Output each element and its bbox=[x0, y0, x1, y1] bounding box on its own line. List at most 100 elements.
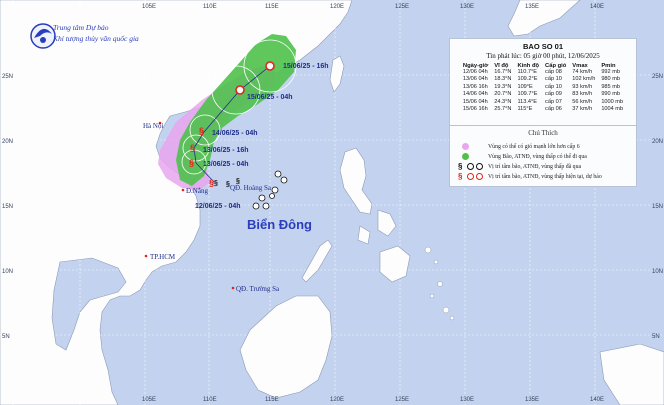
table-header-row: Ngày-giờ Vĩ độ Kinh độ Cấp gió Vmax Pmin bbox=[460, 63, 626, 69]
forecast-table: Ngày-giờ Vĩ độ Kinh độ Cấp gió Vmax Pmin… bbox=[460, 63, 626, 113]
table-cell: 13/06 16h bbox=[462, 83, 488, 90]
lat-label: 20N bbox=[652, 139, 663, 145]
lon-label: 130E bbox=[460, 397, 474, 403]
lat-label: 10N bbox=[652, 269, 663, 275]
col-header: Kinh độ bbox=[517, 63, 540, 69]
gulf-of-thailand bbox=[51, 257, 127, 351]
track-label: 15/06/25 - 04h bbox=[247, 94, 293, 101]
track-label: 14/06/25 - 04h bbox=[212, 130, 258, 137]
past-low-icon bbox=[252, 202, 260, 210]
table-cell: 115°E bbox=[517, 106, 533, 113]
legend-row: § Vị trí tâm bão, ATNĐ, vùng thấp đã qua bbox=[458, 162, 581, 171]
lon-label: 105E bbox=[142, 4, 156, 10]
legend-text: Vùng có thể có gió mạnh lớn hơn cấp 6 bbox=[488, 143, 580, 150]
col-header: Cấp gió bbox=[545, 63, 567, 69]
past-low-icon bbox=[258, 194, 266, 202]
table-cell: 16.7°N bbox=[494, 69, 512, 75]
table-cell: 19.3°N bbox=[494, 83, 512, 90]
table-cell: 109.2°E bbox=[517, 76, 538, 83]
table-row: 13/06 04h 18.3°N 109.2°E cấp 10 102 km/h 980 … bbox=[460, 76, 626, 83]
lon-label: 135E bbox=[525, 4, 539, 10]
track-label: 15/06/25 - 16h bbox=[283, 63, 329, 70]
mindanao-island bbox=[379, 245, 411, 283]
lon-label: 125E bbox=[395, 397, 409, 403]
lon-label: 130E bbox=[460, 4, 474, 10]
agency-name-line2: Khí tượng thủy văn quốc gia bbox=[52, 34, 139, 43]
table-cell: 985 mb bbox=[601, 83, 620, 90]
legend-text: Vùng Bão, ATNĐ, vùng thấp có thể đi qua bbox=[488, 153, 587, 160]
lat-label: 5N bbox=[2, 334, 10, 340]
table-cell: 83 km/h bbox=[572, 91, 593, 98]
past-low-icon bbox=[271, 186, 279, 194]
table-cell: cấp 10 bbox=[545, 83, 562, 90]
table-cell: 15/06 04h bbox=[462, 98, 488, 105]
bulletin-title: BAO SO 01 bbox=[522, 42, 563, 51]
table-cell: 990 mb bbox=[601, 91, 620, 98]
place-danang: Đ.Nẵng bbox=[186, 187, 208, 195]
legend-row: § Vị trí tâm bão, ATNĐ, vùng thấp hiện t… bbox=[458, 172, 602, 181]
truongsa-marker bbox=[231, 286, 235, 290]
forecast-storm-icon: § bbox=[199, 126, 204, 136]
table-cell: 1000 mb bbox=[601, 98, 624, 105]
place-truongsa: QĐ. Trường Sa bbox=[236, 285, 280, 293]
forecast-storm-icon: § bbox=[189, 158, 194, 168]
place-hcm: TP.HCM bbox=[150, 253, 176, 261]
forecast-low-icon bbox=[235, 85, 245, 95]
table-cell: 12/06 04h bbox=[462, 69, 488, 75]
lat-label: 15N bbox=[652, 204, 663, 210]
table-cell: 18.3°N bbox=[494, 76, 512, 83]
forecast-storm-icon: § bbox=[458, 172, 463, 181]
track-label: 13/06/25 - 04h bbox=[203, 161, 249, 168]
table-row: 13/06 16h 19.3°N 109°E cấp 10 93 km/h 985 mb bbox=[460, 84, 626, 91]
table-cell: 13/06 04h bbox=[462, 76, 488, 83]
cone-swatch bbox=[462, 153, 469, 160]
lon-label: 140E bbox=[590, 4, 604, 10]
table-cell: 37 km/h bbox=[572, 106, 593, 113]
col-header: Ngày-giờ bbox=[462, 63, 489, 69]
table-row: 15/06 16h 25.7°N 115°E cấp 06 37 km/h 1004 mb bbox=[460, 106, 626, 113]
past-low-icon bbox=[274, 170, 282, 178]
table-row: 15/06 04h 24.3°N 113.4°E cấp 07 56 km/h 1000 … bbox=[460, 99, 626, 106]
table-cell: 110.7°E bbox=[517, 69, 538, 75]
sea-label: Biển Đông bbox=[247, 217, 312, 232]
table-cell: cấp 09 bbox=[545, 91, 562, 98]
minor-islands bbox=[424, 246, 455, 321]
table-cell: 20.7°N bbox=[494, 91, 512, 98]
lat-label: 25N bbox=[2, 74, 13, 80]
track-label: 12/06/25 - 04h bbox=[195, 203, 241, 210]
legend-title: Chú Thích bbox=[528, 129, 558, 137]
table-cell: 1004 mb bbox=[601, 106, 624, 113]
table-cell: 25.7°N bbox=[494, 106, 512, 113]
table-cell: 113.4°E bbox=[517, 98, 538, 105]
bulletin-issued: Tin phát lúc: 05 giờ 00 phút, 12/06/2025 bbox=[486, 52, 600, 60]
hcm-marker bbox=[144, 254, 148, 258]
legend-row: Vùng Bão, ATNĐ, vùng thấp có thể đi qua bbox=[458, 152, 587, 161]
forecast-positions: § § § § bbox=[189, 61, 275, 188]
lon-label: 105E bbox=[142, 397, 156, 403]
lon-label: 115E bbox=[265, 4, 279, 10]
past-storm-icon: § bbox=[226, 181, 230, 188]
forecast-bulletin-panel: BAO SO 01 Tin phát lúc: 05 giờ 00 phút, … bbox=[449, 38, 637, 126]
forecast-cone bbox=[176, 34, 296, 186]
new-guinea bbox=[599, 343, 664, 405]
table-cell: 56 km/h bbox=[572, 98, 593, 105]
cone-circles bbox=[181, 39, 297, 175]
lon-label: 110E bbox=[203, 397, 217, 403]
past-low-icon bbox=[280, 176, 288, 184]
hanoi-marker bbox=[158, 121, 162, 125]
table-cell: cấp 06 bbox=[545, 106, 562, 113]
table-cell: 102 km/h bbox=[572, 76, 596, 83]
legend-row: Vùng có thể có gió mạnh lớn hơn cấp 6 bbox=[458, 142, 580, 151]
table-cell: 980 mb bbox=[601, 76, 620, 83]
legend-panel: Chú Thích Vùng có thể có gió mạnh lớn hơ… bbox=[449, 125, 637, 187]
place-hoangsa: QĐ. Hoàng Sa bbox=[230, 184, 272, 192]
track-line bbox=[193, 65, 271, 183]
luzon-island bbox=[339, 147, 373, 215]
past-positions: § § § bbox=[214, 170, 288, 210]
table-cell: 109°E bbox=[517, 83, 533, 90]
palawan-island bbox=[301, 239, 333, 283]
col-header: Vmax bbox=[572, 63, 588, 69]
agency-logo bbox=[30, 23, 56, 49]
